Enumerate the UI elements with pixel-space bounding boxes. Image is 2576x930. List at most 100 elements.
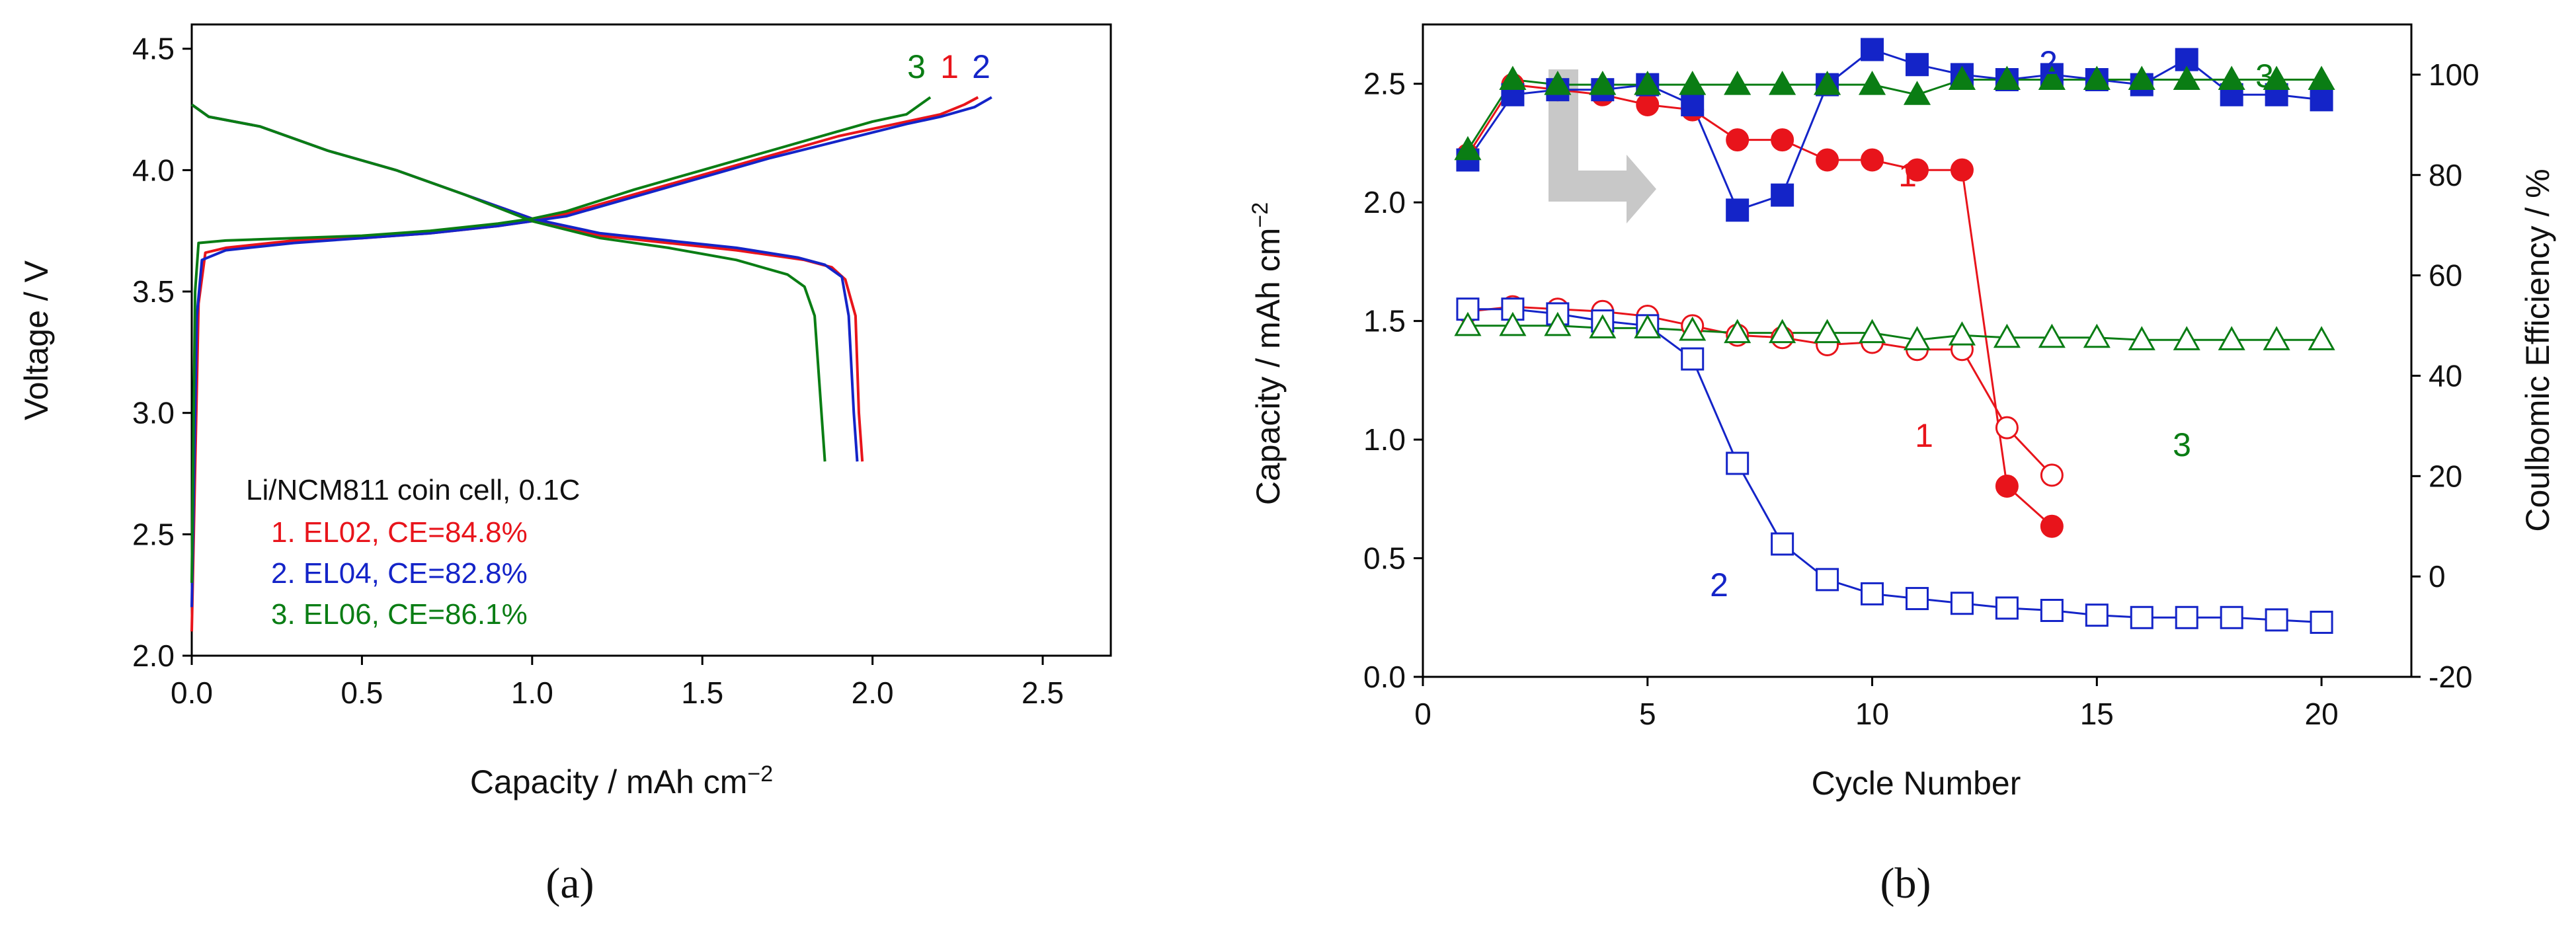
panel-a-legend-entry-3: 3. EL06, CE=86.1% bbox=[271, 598, 528, 631]
panel-b-series-3-efficiency-point bbox=[1903, 81, 1931, 105]
panel-b-series-2-capacity-point bbox=[2265, 608, 2288, 632]
panel-b-curves bbox=[1454, 38, 2335, 634]
panel-a-y-tick-label: 3.5 bbox=[132, 274, 175, 309]
panel-b-y-tick-label: 2.0 bbox=[1363, 185, 1406, 219]
panel-a-y-tick-label: 4.0 bbox=[132, 153, 175, 187]
panel-a-y-tick-label: 4.5 bbox=[132, 32, 175, 66]
panel-a-x-tick-label: 1.0 bbox=[511, 676, 553, 710]
panel-b-series-2-capacity-point bbox=[1995, 596, 2019, 620]
panel-b-series-2-efficiency-point bbox=[1681, 93, 1705, 116]
panel-b-series-2-efficiency-point bbox=[1726, 198, 1750, 222]
panel-b-y2-axis-label: Coulbomic Efficiency / % bbox=[2519, 169, 2556, 531]
panel-b-y2-tick-label: 40 bbox=[2429, 358, 2462, 393]
panel-b-y-axis-label: Capacity / mAh cm−2 bbox=[1248, 202, 1287, 505]
panel-b-series-3-capacity-point bbox=[1948, 321, 1976, 346]
panel-b-series-1-capacity-point bbox=[1995, 416, 2019, 440]
panel-b-series-3-capacity-point bbox=[1634, 314, 1662, 338]
panel-b-capacity-label-3: 3 bbox=[2173, 426, 2191, 463]
panel-b-efficiency-label-2: 2 bbox=[2039, 44, 2058, 81]
panel-b-series-3-efficiency-point bbox=[1858, 71, 1886, 95]
panel-b-series-3-capacity-point bbox=[1903, 326, 1931, 350]
panel-b-series-3-capacity-point bbox=[1993, 323, 2021, 348]
panel-b-series-3-efficiency-point bbox=[2218, 65, 2245, 91]
panel-b-plot-area bbox=[1422, 23, 2413, 678]
panel-b-y2-tick-label: 0 bbox=[2429, 559, 2446, 594]
panel-a-series-3-charge-curve bbox=[190, 96, 932, 583]
panel-a-curve-label-2: 2 bbox=[972, 48, 990, 85]
panel-a-curve-label-1: 1 bbox=[940, 48, 959, 85]
panel-a-x-axis-label-sup: −2 bbox=[747, 761, 773, 787]
panel-b-series-3-efficiency-point bbox=[1679, 71, 1707, 95]
panel-a-x-tick-label: 0.5 bbox=[341, 676, 383, 710]
panel-b-series-2-capacity-point bbox=[1771, 532, 1794, 556]
panel-b-series-1-efficiency-point bbox=[2040, 514, 2064, 538]
panel-a-series-2-charge-curve bbox=[190, 96, 992, 607]
panel-a-x-axis-label-text: Capacity / mAh cm bbox=[470, 763, 748, 800]
panel-b-series-3-efficiency-point bbox=[2173, 65, 2200, 91]
panel-b-series-3-efficiency-point bbox=[1454, 136, 1482, 161]
panel-a-series-3-discharge-curve bbox=[190, 103, 826, 462]
panel-b-series-3-efficiency-point bbox=[1948, 65, 1976, 91]
panel-b-y2-tick-label: 100 bbox=[2429, 58, 2479, 92]
panel-b-series-2-efficiency-point bbox=[2310, 88, 2333, 112]
panel-b-series-3-capacity-point bbox=[1724, 319, 1751, 344]
panel-b-series-2-capacity-point bbox=[2175, 605, 2198, 629]
panel-b-y2-tick-label: 60 bbox=[2429, 258, 2462, 293]
panel-b-series-2-efficiency-point bbox=[1771, 183, 1794, 207]
panel-b-series-3-efficiency-point bbox=[1724, 71, 1751, 95]
panel-b-label: (b) bbox=[1880, 859, 1931, 908]
panel-b-series-2-capacity-point bbox=[1726, 451, 1750, 475]
panel-a-x-tick-label: 2.0 bbox=[852, 676, 894, 710]
panel-b-series-2-capacity-point bbox=[2310, 610, 2333, 634]
panel-b-series-2-capacity-point bbox=[2130, 605, 2153, 629]
panel-b-series-1-efficiency-point bbox=[1861, 148, 1884, 172]
panel-a-x-tick-label: 0.0 bbox=[171, 676, 213, 710]
panel-b-series-3-efficiency-point bbox=[1993, 65, 2021, 91]
panel-b-ticks: 0 5 10 15 20 0.0 0.5 1.0 1.5 2.0 2.5 -20 0 20 40 60 80 10… bbox=[1363, 58, 2479, 731]
panel-b-series-3-efficiency-point bbox=[2263, 65, 2290, 91]
panel-b-series-3-efficiency-point bbox=[2128, 65, 2155, 91]
panel-b-x-tick-label: 20 bbox=[2305, 697, 2339, 731]
panel-a: 0.0 0.5 1.0 1.5 2.0 2.5 2.0 2.5 3.0 3.5 4.0 4.5 Vol… bbox=[18, 23, 1112, 908]
panel-a-series-1-charge-curve bbox=[190, 96, 979, 632]
panel-b-series-3-capacity-point bbox=[1858, 319, 1886, 344]
panel-b-series-1-efficiency-point bbox=[1726, 128, 1750, 152]
panel-b-series-3-capacity-point bbox=[2173, 326, 2200, 350]
panel-b-efficiency-label-3: 3 bbox=[2255, 58, 2274, 95]
panel-b-series-1-efficiency-point bbox=[1906, 158, 1929, 182]
panel-a-x-tick-label: 2.5 bbox=[1022, 676, 1064, 710]
panel-a-y-axis-label: Voltage / V bbox=[18, 260, 55, 420]
panel-b-x-tick-label: 10 bbox=[1855, 697, 1889, 731]
panel-b-series-3-efficiency-point bbox=[2308, 65, 2335, 91]
panel-b-series-3-capacity-point bbox=[1679, 316, 1707, 341]
panel-b-x-axis-label: Cycle Number bbox=[1812, 765, 2021, 802]
panel-b-series-3-capacity-point bbox=[2263, 326, 2290, 350]
panel-b-y-tick-label: 0.0 bbox=[1363, 660, 1406, 694]
panel-b-series-3-capacity-point bbox=[1499, 311, 1527, 336]
panel-a-y-tick-label: 2.5 bbox=[132, 517, 175, 551]
panel-b-y-tick-label: 2.5 bbox=[1363, 67, 1406, 101]
panel-a-ticks: 0.0 0.5 1.0 1.5 2.0 2.5 2.0 2.5 3.0 3.5 4.0 4.5 bbox=[132, 32, 1064, 710]
panel-b-capacity-label-2: 2 bbox=[1710, 566, 1728, 603]
panel-b-series-2-capacity-point bbox=[1816, 568, 1839, 592]
panel-a-curve-label-3: 3 bbox=[907, 48, 926, 85]
panel-a-y-tick-label: 2.0 bbox=[132, 639, 175, 673]
panel-b-series-3-efficiency-point bbox=[2038, 65, 2066, 91]
panel-b-x-tick-label: 0 bbox=[1414, 697, 1431, 731]
panel-a-x-axis-label: Capacity / mAh cm−2 bbox=[470, 761, 773, 800]
panel-b-series-3-capacity-point bbox=[1544, 311, 1572, 336]
panel-b-y2-tick-label: 80 bbox=[2429, 158, 2462, 192]
panel-b-series-3-capacity-point bbox=[2128, 326, 2155, 350]
panel-b-x-tick-label: 15 bbox=[2080, 697, 2114, 731]
panel-a-x-tick-label: 1.5 bbox=[681, 676, 723, 710]
panel-b-series-3-capacity-point bbox=[2038, 323, 2066, 348]
panel-b-series-3-efficiency-point bbox=[1544, 71, 1572, 95]
panel-b-series-1-efficiency-point bbox=[1995, 474, 2019, 498]
panel-b-series-3-capacity-point bbox=[1769, 319, 1796, 344]
panel-b-series-1-efficiency-point bbox=[1636, 93, 1660, 116]
panel-b-series-3-capacity-point bbox=[2083, 323, 2111, 348]
panel-b-series-2-capacity-point bbox=[1950, 592, 1974, 615]
panel-b-series-3-efficiency-point bbox=[1769, 71, 1796, 95]
panel-b-series-3-efficiency-point bbox=[1634, 71, 1662, 95]
